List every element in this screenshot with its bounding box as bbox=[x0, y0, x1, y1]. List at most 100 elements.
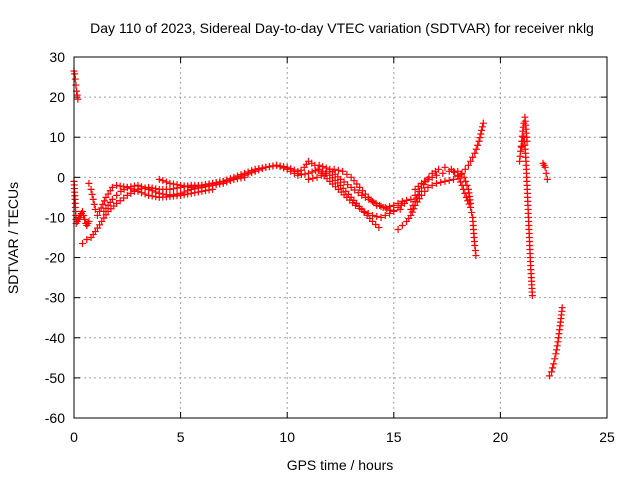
data-point bbox=[251, 165, 259, 173]
data-point bbox=[184, 183, 192, 191]
data-point bbox=[209, 179, 217, 187]
data-point bbox=[414, 182, 422, 190]
data-point bbox=[201, 181, 209, 189]
data-point bbox=[474, 141, 482, 149]
data-point bbox=[83, 236, 91, 244]
data-point bbox=[309, 174, 317, 182]
data-point bbox=[372, 199, 380, 207]
y-tick-label: -20 bbox=[45, 250, 65, 266]
data-point bbox=[455, 175, 463, 183]
data-point bbox=[262, 163, 270, 171]
data-point bbox=[258, 164, 266, 172]
data-point bbox=[212, 179, 220, 187]
data-point bbox=[280, 164, 288, 172]
data-point bbox=[360, 207, 368, 215]
data-point bbox=[347, 183, 355, 191]
data-point bbox=[465, 200, 473, 208]
data-point bbox=[463, 181, 471, 189]
y-tick-label: -30 bbox=[45, 290, 65, 306]
data-point bbox=[365, 195, 373, 203]
data-points bbox=[70, 67, 566, 380]
data-point bbox=[138, 183, 146, 191]
data-point bbox=[130, 182, 138, 190]
data-point bbox=[424, 175, 432, 183]
data-point bbox=[467, 157, 475, 165]
data-point bbox=[317, 171, 325, 179]
data-point bbox=[91, 205, 99, 213]
data-point bbox=[432, 179, 440, 187]
y-tick-label: -60 bbox=[45, 410, 65, 426]
data-point bbox=[373, 212, 381, 220]
data-point bbox=[390, 207, 398, 215]
data-point bbox=[552, 350, 560, 358]
data-point bbox=[297, 166, 305, 174]
data-point bbox=[472, 252, 480, 260]
data-point bbox=[148, 187, 156, 195]
data-point bbox=[368, 211, 376, 219]
data-point bbox=[411, 197, 419, 205]
data-point bbox=[441, 163, 449, 171]
data-point bbox=[269, 162, 277, 170]
data-point bbox=[162, 191, 170, 199]
data-point bbox=[379, 203, 387, 211]
data-point bbox=[187, 183, 195, 191]
data-point bbox=[180, 188, 188, 196]
data-point bbox=[216, 178, 224, 186]
data-point bbox=[305, 169, 313, 177]
data-point bbox=[169, 180, 177, 188]
data-point bbox=[386, 209, 394, 217]
data-point bbox=[108, 195, 116, 203]
data-point bbox=[159, 177, 167, 185]
data-point bbox=[71, 75, 79, 83]
data-point bbox=[226, 175, 234, 183]
data-point bbox=[334, 166, 342, 174]
data-point bbox=[376, 201, 384, 209]
data-point bbox=[162, 178, 170, 186]
data-point bbox=[454, 167, 462, 175]
data-point bbox=[407, 211, 415, 219]
data-point bbox=[233, 172, 241, 180]
data-point bbox=[553, 346, 561, 354]
data-point bbox=[471, 149, 479, 157]
data-point bbox=[340, 178, 348, 186]
data-point bbox=[87, 185, 95, 193]
data-point bbox=[305, 175, 313, 183]
data-point bbox=[439, 169, 447, 177]
data-point bbox=[549, 364, 557, 372]
data-point bbox=[155, 189, 163, 197]
x-tick-label: 0 bbox=[70, 429, 78, 445]
data-point bbox=[273, 161, 281, 169]
data-point bbox=[294, 169, 302, 177]
data-point bbox=[166, 179, 174, 187]
data-point bbox=[449, 175, 457, 183]
data-point bbox=[361, 193, 369, 201]
x-tick-label: 25 bbox=[599, 429, 615, 445]
data-point bbox=[377, 213, 385, 221]
y-tick-label: 10 bbox=[49, 129, 65, 145]
data-point bbox=[337, 175, 344, 183]
data-point bbox=[460, 173, 468, 181]
data-point bbox=[116, 197, 124, 205]
data-point bbox=[409, 201, 417, 209]
data-point bbox=[477, 130, 485, 138]
y-tick-label: 30 bbox=[49, 49, 65, 65]
data-point bbox=[237, 171, 245, 179]
data-point bbox=[173, 190, 181, 198]
data-point bbox=[180, 182, 188, 190]
data-point bbox=[464, 161, 472, 169]
data-point bbox=[428, 181, 436, 189]
data-point bbox=[441, 177, 449, 185]
data-point bbox=[313, 173, 321, 181]
x-tick-label: 20 bbox=[493, 429, 509, 445]
data-point bbox=[372, 220, 380, 228]
data-point bbox=[386, 206, 394, 214]
data-point bbox=[308, 168, 316, 176]
data-point bbox=[72, 81, 80, 89]
data-point bbox=[478, 123, 486, 131]
data-point bbox=[411, 185, 419, 193]
data-point bbox=[90, 200, 98, 208]
data-point bbox=[467, 199, 475, 207]
data-point bbox=[123, 183, 131, 191]
data-point bbox=[407, 205, 415, 213]
y-tick-label: -10 bbox=[45, 209, 65, 225]
